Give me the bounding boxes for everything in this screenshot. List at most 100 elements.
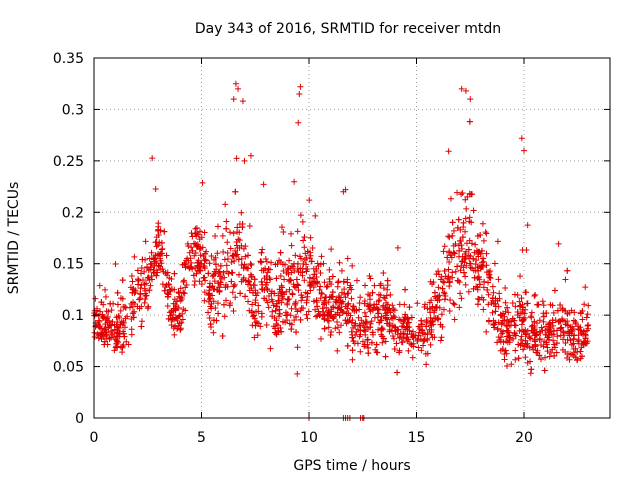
data-point	[369, 329, 376, 336]
data-point	[499, 310, 506, 317]
data-point	[261, 275, 268, 282]
data-point	[159, 281, 166, 288]
data-point	[147, 282, 154, 289]
data-point	[168, 286, 175, 293]
data-point	[230, 96, 237, 103]
data-point	[368, 339, 375, 346]
data-point	[356, 299, 363, 306]
data-point	[156, 263, 163, 270]
data-point	[583, 314, 590, 321]
data-point	[141, 299, 148, 306]
data-point	[306, 274, 313, 281]
data-point	[338, 267, 345, 274]
data-point	[259, 286, 266, 293]
data-point	[236, 229, 243, 236]
data-point	[234, 251, 241, 258]
data-point	[247, 260, 254, 267]
data-point	[461, 259, 468, 266]
data-point	[211, 278, 218, 285]
data-point	[506, 318, 513, 325]
data-point	[301, 277, 308, 284]
data-point	[517, 273, 524, 280]
data-point	[297, 316, 304, 323]
data-point	[441, 296, 448, 303]
x-tick-label: 20	[515, 430, 533, 446]
data-point	[164, 303, 171, 310]
data-point	[554, 327, 561, 334]
data-point	[581, 301, 588, 308]
data-point	[333, 299, 340, 306]
data-point	[533, 332, 540, 339]
data-point	[307, 234, 314, 241]
data-point	[524, 359, 531, 366]
data-point	[440, 278, 447, 285]
data-point	[349, 347, 356, 354]
data-point	[138, 270, 145, 277]
data-point	[449, 269, 456, 276]
data-point	[545, 336, 552, 343]
data-point	[424, 350, 431, 357]
data-point	[163, 252, 170, 259]
data-point	[354, 340, 361, 347]
data-point	[96, 282, 103, 289]
data-point	[202, 277, 209, 284]
data-point	[162, 270, 169, 277]
data-point	[438, 334, 445, 341]
data-point	[492, 308, 499, 315]
data-point	[138, 282, 145, 289]
data-point	[193, 243, 200, 250]
data-point	[293, 329, 300, 336]
data-point	[436, 296, 443, 303]
data-point	[547, 301, 554, 308]
data-point	[206, 260, 213, 267]
data-point	[404, 338, 411, 345]
data-point	[415, 344, 422, 351]
data-point	[310, 298, 317, 305]
data-point	[205, 309, 212, 316]
data-point	[208, 253, 215, 260]
data-point	[290, 263, 297, 270]
data-point	[435, 284, 442, 291]
data-point	[364, 319, 371, 326]
data-point	[134, 276, 141, 283]
data-point	[459, 253, 466, 260]
data-point	[462, 215, 469, 222]
data-point	[451, 301, 458, 308]
data-point	[353, 328, 360, 335]
data-point	[189, 233, 196, 240]
data-point	[181, 290, 188, 297]
data-point	[284, 317, 291, 324]
data-point	[540, 318, 547, 325]
data-point	[367, 275, 374, 282]
data-point	[222, 282, 229, 289]
data-point	[454, 277, 461, 284]
data-point	[362, 318, 369, 325]
data-point	[220, 269, 227, 276]
data-point	[571, 349, 578, 356]
data-point	[519, 340, 526, 347]
data-point	[264, 269, 271, 276]
data-point	[335, 304, 342, 311]
data-point	[287, 276, 294, 283]
data-point	[251, 315, 258, 322]
data-point	[428, 297, 435, 304]
data-point	[452, 268, 459, 275]
data-point	[330, 304, 337, 311]
data-point	[240, 276, 247, 283]
data-point	[194, 262, 201, 269]
data-point	[399, 323, 406, 330]
data-point	[515, 355, 522, 362]
data-point	[538, 356, 544, 363]
data-point	[470, 285, 477, 292]
data-point	[138, 318, 145, 325]
data-point	[292, 252, 299, 259]
data-point	[449, 232, 456, 239]
data-point	[517, 302, 524, 309]
data-point	[518, 333, 525, 340]
y-axis-label: SRMTID / TECUs	[6, 182, 22, 295]
data-point	[564, 267, 571, 274]
data-point	[292, 305, 299, 312]
data-point	[522, 337, 529, 344]
data-point	[427, 341, 434, 348]
data-point	[573, 321, 580, 328]
